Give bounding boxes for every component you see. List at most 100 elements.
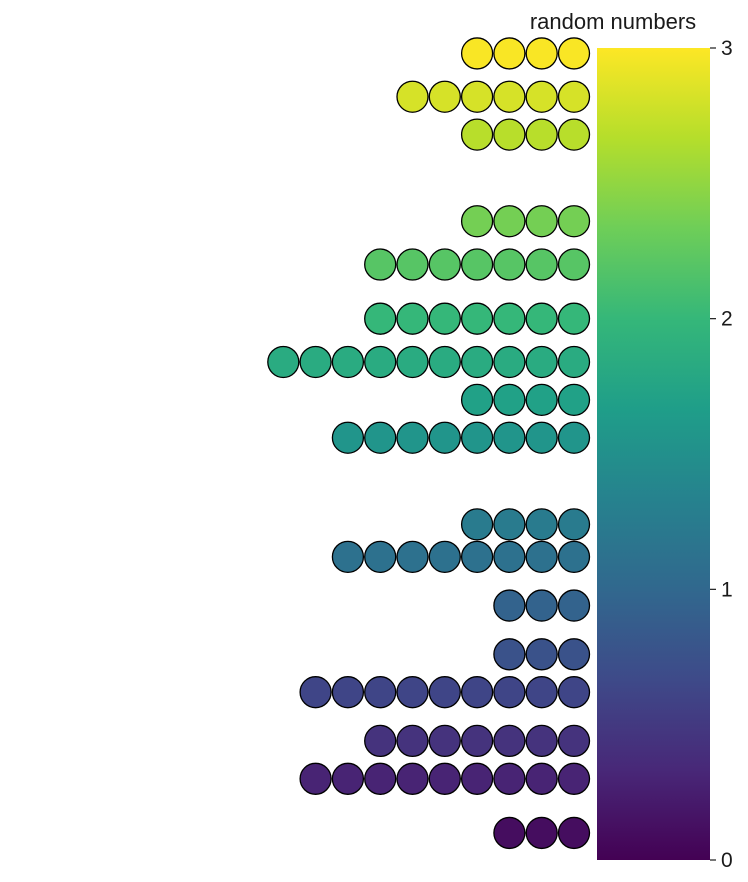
dot — [460, 508, 494, 541]
dot — [428, 302, 461, 335]
dot — [557, 724, 591, 758]
dot — [557, 37, 591, 70]
dot — [331, 762, 365, 795]
dot — [331, 421, 365, 454]
dot — [525, 508, 558, 541]
dot — [396, 762, 429, 795]
dot — [557, 80, 591, 113]
colorbar-tick-label: 0 — [721, 849, 733, 872]
dot — [460, 345, 494, 379]
dot — [493, 589, 526, 622]
dot — [428, 345, 461, 379]
dot — [299, 676, 332, 709]
dot — [493, 80, 526, 113]
dot — [428, 676, 461, 709]
dot — [364, 345, 397, 379]
dot — [396, 676, 429, 709]
dot — [557, 762, 591, 795]
dot — [525, 589, 558, 622]
dot — [557, 205, 591, 238]
dot — [493, 248, 526, 281]
dot — [493, 118, 526, 151]
dot — [460, 118, 494, 151]
dot — [493, 345, 526, 379]
dot — [493, 37, 526, 70]
dot — [525, 540, 558, 574]
dot — [557, 421, 591, 454]
dot — [364, 540, 397, 574]
dot — [493, 724, 526, 758]
colorbar-gradient — [597, 48, 710, 860]
dot — [364, 762, 397, 795]
dot — [525, 421, 558, 454]
dot — [428, 421, 461, 454]
dot — [460, 676, 494, 709]
dot — [493, 421, 526, 454]
dot — [460, 540, 494, 574]
dot — [557, 508, 591, 541]
dot — [267, 345, 300, 379]
dot — [460, 248, 494, 281]
dot — [460, 205, 494, 238]
dot — [557, 345, 591, 379]
dot — [396, 80, 429, 113]
dot — [557, 589, 591, 622]
dot — [396, 345, 429, 379]
dot — [460, 383, 494, 417]
dot — [525, 248, 558, 281]
dot — [396, 540, 429, 574]
dot — [364, 302, 397, 335]
dot — [428, 80, 461, 113]
dot — [525, 383, 558, 417]
dot — [396, 248, 429, 281]
dot — [493, 816, 526, 850]
dot — [525, 638, 558, 671]
dots-layer — [267, 37, 591, 850]
dot — [525, 205, 558, 238]
dot — [364, 724, 397, 758]
dot — [331, 540, 365, 574]
dot — [525, 37, 558, 70]
dot — [525, 80, 558, 113]
colorbar-tick-label: 2 — [721, 308, 733, 331]
dot — [460, 37, 494, 70]
dot — [364, 421, 397, 454]
dot — [493, 540, 526, 574]
dot — [557, 383, 591, 417]
dot — [525, 345, 558, 379]
colorbar-tick-label: 1 — [721, 578, 733, 601]
dot — [460, 421, 494, 454]
dot — [493, 302, 526, 335]
dot — [557, 118, 591, 151]
dot — [396, 421, 429, 454]
dot — [299, 345, 332, 379]
dot — [557, 638, 591, 671]
dot — [525, 816, 558, 850]
dot — [557, 816, 591, 850]
dot — [428, 248, 461, 281]
dot — [428, 540, 461, 574]
dot — [331, 345, 365, 379]
dot — [428, 762, 461, 795]
dot — [396, 724, 429, 758]
dot — [460, 724, 494, 758]
dot — [428, 724, 461, 758]
dot — [460, 762, 494, 795]
dot — [493, 676, 526, 709]
dot — [460, 80, 494, 113]
colorbar-ticks: 0 1 2 3 — [710, 37, 733, 872]
dot — [493, 638, 526, 671]
dot — [396, 302, 429, 335]
dot — [493, 205, 526, 238]
dot — [493, 383, 526, 417]
dot — [557, 302, 591, 335]
dot — [525, 762, 558, 795]
dot — [364, 676, 397, 709]
dot — [557, 248, 591, 281]
dot — [493, 508, 526, 541]
dot — [525, 118, 558, 151]
dot — [525, 724, 558, 758]
colorbar-legend: random numbers 0 1 2 3 — [530, 9, 733, 872]
dot — [525, 676, 558, 709]
